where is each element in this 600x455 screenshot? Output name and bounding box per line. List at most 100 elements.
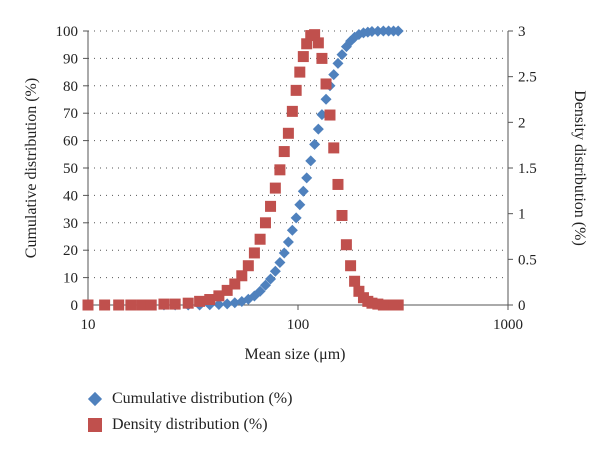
- y2-tick-label: 2.5: [518, 70, 537, 86]
- y-tick-label: 50: [63, 161, 78, 177]
- axes: [83, 30, 513, 310]
- data-point-cumulative: [221, 298, 233, 310]
- x-tick-label: 100: [287, 317, 310, 333]
- data-point-density: [372, 298, 384, 310]
- data-point-density: [99, 299, 111, 311]
- data-point-density: [312, 37, 324, 49]
- legend: Cumulative distribution (%) Density dist…: [87, 386, 293, 438]
- data-point-density: [294, 66, 306, 78]
- data-point-cumulative: [305, 155, 317, 167]
- data-point-cumulative: [312, 123, 324, 135]
- data-point-density: [82, 299, 94, 311]
- data-point-cumulative: [309, 138, 321, 150]
- data-point-density: [254, 233, 266, 245]
- x-axis-title: Mean size (μm): [245, 346, 346, 363]
- data-point-density: [204, 294, 216, 306]
- data-point-density: [229, 278, 241, 290]
- data-point-density: [113, 299, 125, 311]
- data-point-density: [282, 127, 294, 139]
- data-point-cumulative: [274, 257, 286, 269]
- data-point-density: [182, 297, 194, 309]
- series-layer: [82, 25, 404, 311]
- legend-label-density: Density distribution (%): [112, 416, 268, 433]
- data-point-density: [242, 260, 254, 272]
- y-tick-label: 60: [63, 134, 78, 150]
- data-point-cumulative: [366, 26, 378, 38]
- y2-tick-label: 3: [518, 24, 526, 40]
- data-point-density: [336, 209, 348, 221]
- data-point-cumulative: [286, 224, 298, 236]
- data-point-cumulative: [213, 298, 225, 310]
- data-point-density: [136, 299, 148, 311]
- data-point-density: [290, 84, 302, 96]
- data-point-density: [297, 51, 309, 63]
- data-point-density: [221, 284, 233, 296]
- diamond-marker-icon: [87, 391, 103, 407]
- data-point-density: [236, 270, 248, 282]
- data-point-density: [324, 109, 336, 121]
- data-point-cumulative: [229, 297, 241, 309]
- y2-tick-label: 1.5: [518, 161, 537, 177]
- y-tick-label: 80: [63, 79, 78, 95]
- data-point-cumulative: [297, 185, 309, 197]
- x-tick-label: 10: [81, 317, 96, 333]
- y-tick-label: 0: [71, 298, 79, 314]
- y-tick-label: 70: [63, 106, 78, 122]
- data-point-density: [278, 146, 290, 158]
- y2-tick-label: 0.5: [518, 252, 537, 268]
- data-point-cumulative: [259, 279, 271, 291]
- data-point-density: [366, 297, 378, 309]
- data-point-cumulative: [282, 236, 294, 248]
- square-marker-icon: [88, 418, 102, 432]
- data-point-cumulative: [290, 212, 302, 224]
- data-point-density: [301, 38, 313, 50]
- legend-item-density: Density distribution (%): [88, 412, 292, 438]
- y2-tick-label: 0: [518, 298, 526, 314]
- data-point-density: [349, 275, 361, 287]
- data-point-density: [269, 182, 281, 194]
- data-point-density: [332, 178, 344, 190]
- y2-tick-label: 2: [518, 115, 526, 131]
- data-point-cumulative: [328, 69, 340, 81]
- data-point-density: [248, 247, 260, 259]
- x-tick-label: 1000: [493, 317, 523, 333]
- data-point-density: [194, 295, 206, 307]
- data-point-density: [345, 260, 357, 272]
- y-tick-label: 30: [63, 216, 78, 232]
- data-point-cumulative: [278, 247, 290, 259]
- y-tick-label: 10: [63, 271, 78, 287]
- data-point-density: [259, 217, 271, 229]
- y-axis-title: Cumulative distribution (%): [23, 78, 40, 258]
- data-point-cumulative: [392, 25, 404, 37]
- legend-item-cumulative: Cumulative distribution (%): [87, 386, 293, 412]
- y-tick-label: 40: [63, 188, 78, 204]
- data-point-cumulative: [254, 285, 266, 297]
- legend-label-cumulative: Cumulative distribution (%): [112, 390, 293, 407]
- data-point-density: [340, 239, 352, 251]
- data-point-density: [286, 105, 298, 117]
- data-point-density: [309, 29, 321, 41]
- data-point-density: [158, 298, 170, 310]
- data-point-density: [316, 52, 328, 64]
- y2-axis-title: Density distribution (%): [571, 90, 588, 246]
- data-point-cumulative: [320, 93, 332, 105]
- data-point-density: [320, 78, 332, 90]
- data-point-cumulative: [301, 172, 313, 184]
- y-tick-label: 100: [56, 24, 79, 40]
- data-point-cumulative: [349, 31, 361, 43]
- data-point-density: [274, 164, 286, 176]
- data-point-density: [213, 290, 225, 302]
- data-point-cumulative: [294, 199, 306, 211]
- series-density: [82, 29, 404, 311]
- data-point-density: [265, 200, 277, 212]
- data-point-density: [169, 298, 181, 310]
- data-point-density: [353, 285, 365, 297]
- data-point-cumulative: [336, 49, 348, 61]
- data-point-cumulative: [265, 273, 277, 285]
- data-point-cumulative: [269, 265, 281, 277]
- data-point-cumulative: [332, 57, 344, 69]
- y2-tick-label: 1: [518, 207, 526, 223]
- data-point-density: [125, 299, 137, 311]
